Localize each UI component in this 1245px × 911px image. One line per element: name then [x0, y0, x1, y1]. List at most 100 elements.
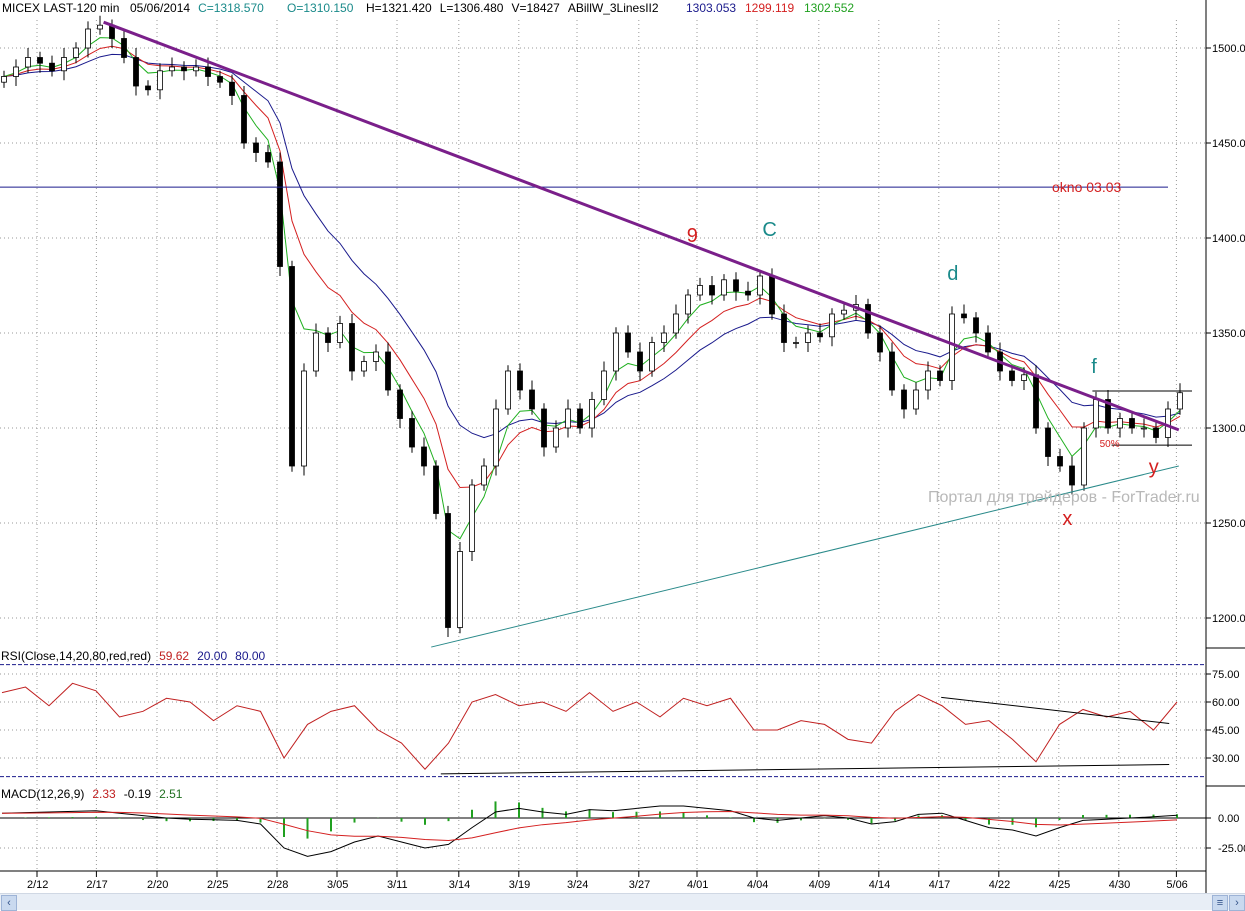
candle	[265, 152, 271, 163]
candle	[445, 513, 451, 628]
resistance-trendline	[103, 20, 1180, 432]
x-tick-label: 3/11	[387, 879, 408, 891]
candle	[925, 370, 931, 391]
candle	[757, 275, 763, 296]
candle	[901, 389, 907, 410]
ma-line-green	[3, 37, 1181, 540]
candle	[169, 66, 175, 72]
candle	[73, 47, 79, 58]
candle	[373, 351, 379, 362]
candle	[1117, 418, 1123, 429]
candle	[517, 370, 523, 391]
candle	[1069, 465, 1075, 486]
candle	[781, 313, 787, 343]
high-value: H=1321.420	[366, 1, 432, 15]
candle	[325, 332, 331, 343]
candle	[205, 66, 211, 77]
candle	[589, 399, 595, 429]
candle	[361, 361, 367, 372]
candle	[721, 279, 727, 296]
candle	[1141, 427, 1147, 430]
price-tick-label: 1400.00	[1212, 233, 1245, 245]
volume-value: V=18427	[511, 1, 560, 15]
rsi-tick-label: 30.00	[1212, 753, 1240, 765]
candle	[865, 304, 871, 334]
indicator-line1-value: 1303.053	[686, 1, 736, 15]
price-tick-label: 1450.00	[1212, 138, 1245, 150]
candle	[217, 76, 223, 83]
candle	[625, 332, 631, 353]
candle	[421, 446, 427, 467]
candle	[1021, 374, 1027, 381]
macd-value: 2.33	[92, 787, 116, 801]
candle	[457, 551, 463, 628]
candle	[397, 389, 403, 419]
candle	[313, 332, 319, 372]
candle	[85, 28, 91, 49]
horizontal-scrollbar[interactable]: ‹ ≡ ›	[0, 893, 1245, 911]
close-value: C=1318.570	[198, 1, 264, 15]
candle	[289, 266, 295, 467]
candle	[949, 313, 955, 381]
candle	[541, 408, 547, 448]
indicator-line2-value: 1299.119	[745, 1, 794, 15]
candle	[601, 370, 607, 400]
candle	[253, 142, 259, 153]
wave-label: d	[947, 263, 958, 285]
candle	[157, 70, 163, 91]
macd-tick-label: -25.00	[1218, 843, 1245, 855]
open-value: O=1310.150	[287, 1, 354, 15]
candle	[193, 66, 199, 72]
date-label: 05/06/2014	[130, 1, 190, 15]
price-tick-label: 1350.00	[1212, 328, 1245, 340]
wave-label: 50%	[1100, 439, 1120, 450]
watermark: Портал для трейдеров - ForTrader.ru	[928, 489, 1200, 506]
ma-line-blue	[3, 53, 1181, 439]
candle	[409, 418, 415, 448]
candle	[229, 81, 235, 96]
x-tick-label: 2/17	[86, 879, 107, 891]
candle	[505, 370, 511, 410]
candle	[1129, 418, 1135, 429]
x-tick-label: 2/25	[207, 879, 228, 891]
wave-label: y	[1149, 457, 1159, 479]
candle	[49, 62, 55, 72]
indicator-line3-value: 1302.552	[804, 1, 854, 15]
candle	[1093, 399, 1099, 429]
price-panel: okno 03.03 9 Cd f x y 50%	[0, 15, 1192, 648]
candle	[877, 332, 883, 353]
price-tick-label: 1250.00	[1212, 518, 1245, 530]
candle	[973, 317, 979, 334]
candle	[613, 332, 619, 372]
x-tick-label: 2/20	[147, 879, 168, 891]
candle	[433, 465, 439, 514]
candle	[1045, 427, 1051, 457]
x-tick-label: 3/19	[509, 879, 530, 891]
candle	[841, 309, 847, 315]
wave-label: C	[762, 219, 776, 241]
rsi-value: 80.00	[235, 649, 265, 663]
candle	[37, 57, 43, 64]
candle	[493, 408, 499, 467]
candle	[121, 38, 127, 58]
candle	[133, 57, 139, 87]
candle	[553, 427, 559, 448]
low-value: L=1306.480	[440, 1, 504, 15]
macd-panel: MACD(12,26,9) 2.33 -0.19 2.51	[0, 787, 1206, 857]
candle	[1153, 427, 1159, 438]
price-tick-label: 1300.00	[1212, 423, 1245, 435]
candle	[961, 313, 967, 319]
wave-label: x	[1062, 508, 1072, 530]
macd-title: MACD(12,26,9)	[1, 787, 84, 801]
candle	[673, 313, 679, 334]
macd-line	[1, 805, 1178, 857]
candle	[685, 294, 691, 315]
candle	[241, 95, 247, 144]
wave-label: f	[1091, 356, 1097, 378]
candle	[769, 275, 775, 315]
candle	[337, 323, 343, 343]
x-tick-label: 4/22	[989, 879, 1010, 891]
candle	[385, 351, 391, 391]
candle	[733, 279, 739, 292]
